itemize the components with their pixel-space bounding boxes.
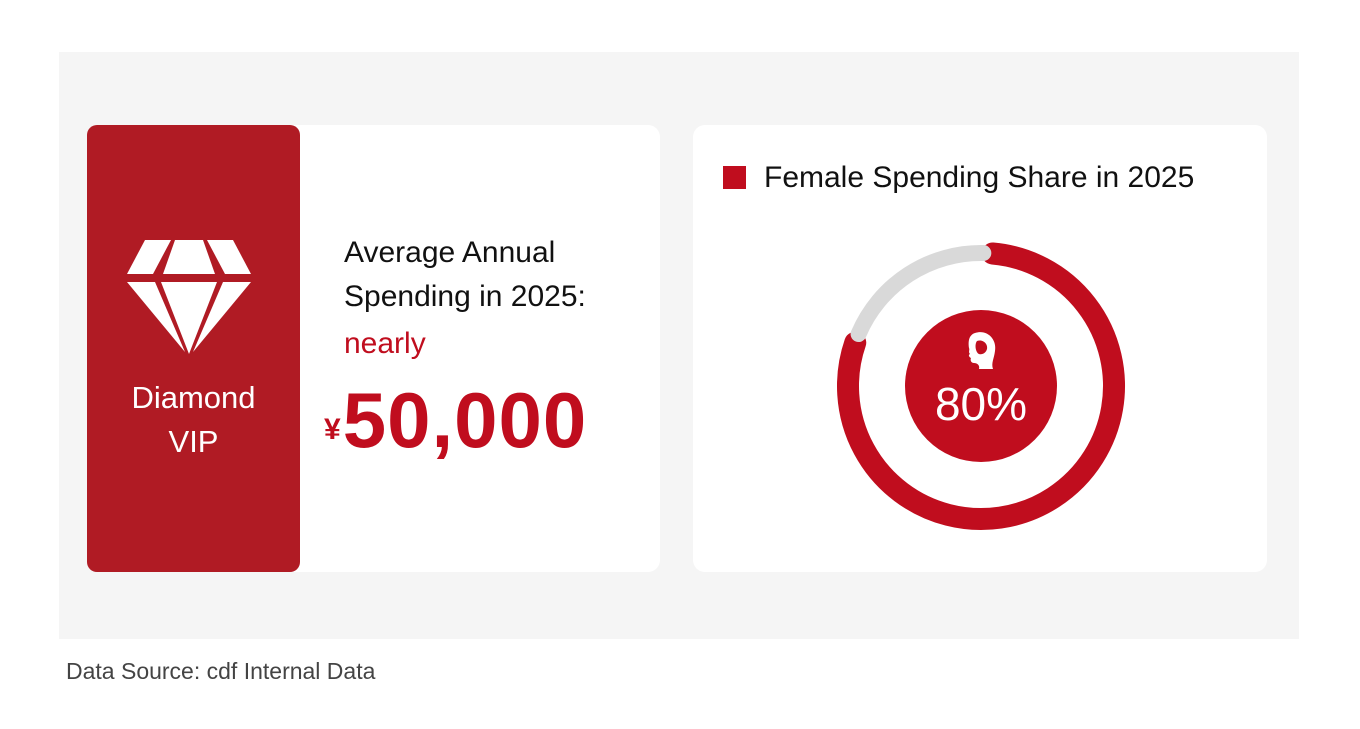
spending-title: Average Annual Spending in 2025: xyxy=(344,236,586,313)
vip-tier-label: Diamond VIP xyxy=(87,376,300,464)
vip-tier-line1: Diamond xyxy=(131,380,256,415)
diamond-icon xyxy=(127,240,251,354)
female-head-icon xyxy=(968,332,996,369)
data-source: Data Source: cdf Internal Data xyxy=(66,658,376,684)
currency-symbol: ¥ xyxy=(324,413,341,446)
vip-tier-line2: VIP xyxy=(168,424,219,459)
vip-tier-strip xyxy=(87,125,300,572)
spending-qualifier: nearly xyxy=(344,327,426,360)
donut-slice-female xyxy=(837,242,1125,530)
spending-amount: ¥50,000 xyxy=(324,372,587,468)
legend-label: Female Spending Share in 2025 xyxy=(764,161,1195,194)
donut-center-disc xyxy=(905,310,1057,462)
spending-amount-value: 50,000 xyxy=(342,376,588,464)
donut-slice-remainder xyxy=(850,245,992,343)
female-share-donut: 80% xyxy=(837,242,1125,530)
legend-swatch xyxy=(723,166,746,189)
donut-center-label: 80% xyxy=(935,378,1027,430)
